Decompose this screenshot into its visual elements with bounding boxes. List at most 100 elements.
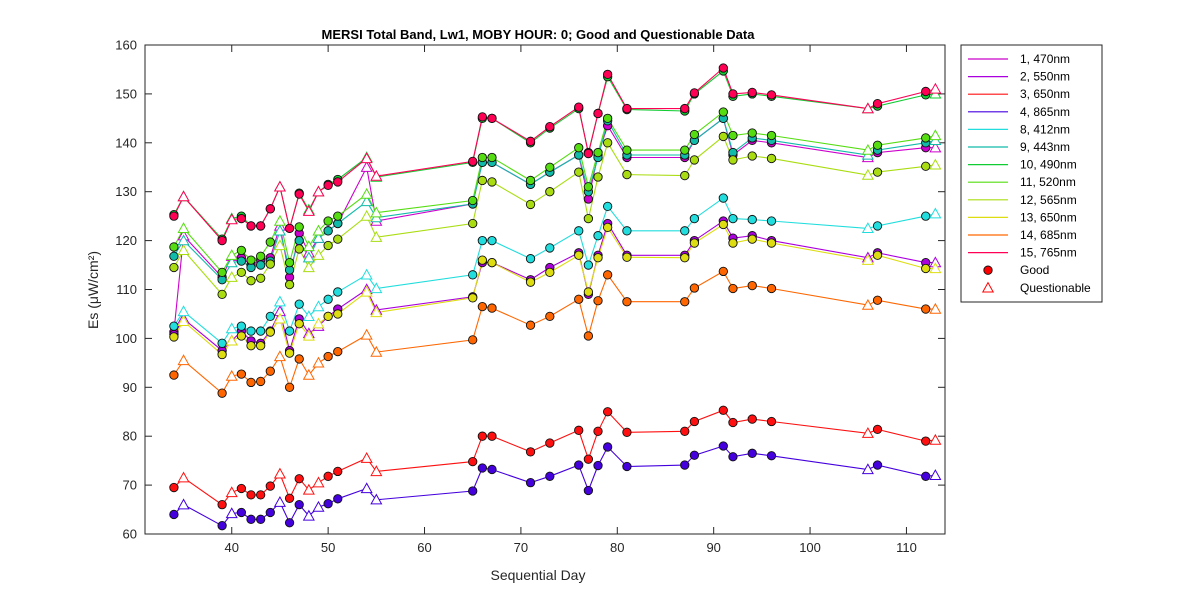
questionable-point [360,209,373,221]
questionable-point [370,169,383,181]
y-tick-label: 120 [115,233,137,248]
good-point [169,321,179,331]
good-point [622,461,632,472]
questionable-point [929,129,942,141]
legend-questionable-marker [981,281,995,293]
good-point [468,270,478,280]
good-point [872,99,883,109]
good-point [603,442,613,452]
questionable-point [312,185,325,197]
good-point [294,244,304,254]
good-point [284,518,295,528]
questionable-point [929,262,942,274]
good-point [256,341,266,351]
good-point [256,221,266,231]
good-point [766,153,777,164]
good-point [468,293,478,303]
good-point [256,514,266,524]
good-point [583,148,594,159]
questionable-point [360,482,373,494]
y-tick-label: 100 [115,331,137,346]
questionable-point [370,206,383,218]
good-point [169,242,179,252]
questionable-point [302,205,315,216]
good-point [284,326,295,336]
good-point [747,214,757,225]
good-point [728,213,738,224]
good-point [246,276,256,286]
questionable-point [929,82,942,94]
good-point [545,311,555,322]
questionable-point [312,231,325,243]
questionable-point [225,334,238,346]
questionable-point [861,102,874,114]
good-point [921,436,931,446]
good-point [477,431,487,441]
questionable-point [929,141,942,153]
good-point [323,294,333,304]
legend-label: 9, 443nm [1020,140,1070,154]
questionable-point [370,282,383,294]
good-point [236,267,247,278]
good-point [728,130,738,141]
good-point [574,460,584,470]
good-point [333,346,343,357]
good-point [169,251,179,261]
legend-label: 11, 520nm [1020,175,1076,189]
legend-label: 15, 765nm [1020,246,1077,260]
questionable-point [929,158,942,170]
good-point [689,238,700,248]
good-point [246,341,256,351]
good-point [603,407,613,417]
good-point [487,431,497,441]
questionable-point [177,315,190,326]
questionable-point [312,500,325,512]
good-point [545,162,555,172]
good-point [872,424,883,435]
y-tick-label: 130 [115,184,137,199]
questionable-point [302,368,315,380]
good-point [583,454,594,464]
series-markers [169,63,942,531]
questionable-point [861,222,874,234]
good-point [323,499,333,509]
good-point [333,494,343,504]
good-point [487,113,497,124]
good-point [728,452,738,462]
good-point [265,311,275,322]
questionable-point [273,312,286,324]
questionable-point [225,369,238,381]
questionable-point [302,261,315,273]
good-point [921,471,931,481]
good-point [747,151,757,161]
good-point [921,211,931,221]
good-point [477,175,487,186]
legend-box [960,44,1103,303]
good-point [593,253,603,263]
questionable-point [312,224,325,236]
questionable-point [177,190,190,202]
good-point [477,255,487,265]
questionable-point [312,249,325,260]
good-point [217,267,227,278]
legend-label: 4, 865nm [1020,105,1070,119]
good-point [323,180,333,190]
good-point [487,303,497,313]
questionable-point [929,302,942,314]
good-point [574,143,584,153]
good-point [236,483,247,494]
good-point [477,152,487,163]
questionable-point [360,187,373,199]
good-point [583,485,594,496]
good-point [728,89,738,99]
good-point [284,223,295,234]
good-point [246,514,256,524]
good-point [284,493,295,503]
good-point [689,283,700,293]
x-tick-label: 70 [514,540,528,555]
good-point [323,240,333,251]
good-point [680,226,690,236]
y-tick-label: 140 [115,135,137,150]
good-point [265,507,275,518]
good-point [265,204,275,214]
